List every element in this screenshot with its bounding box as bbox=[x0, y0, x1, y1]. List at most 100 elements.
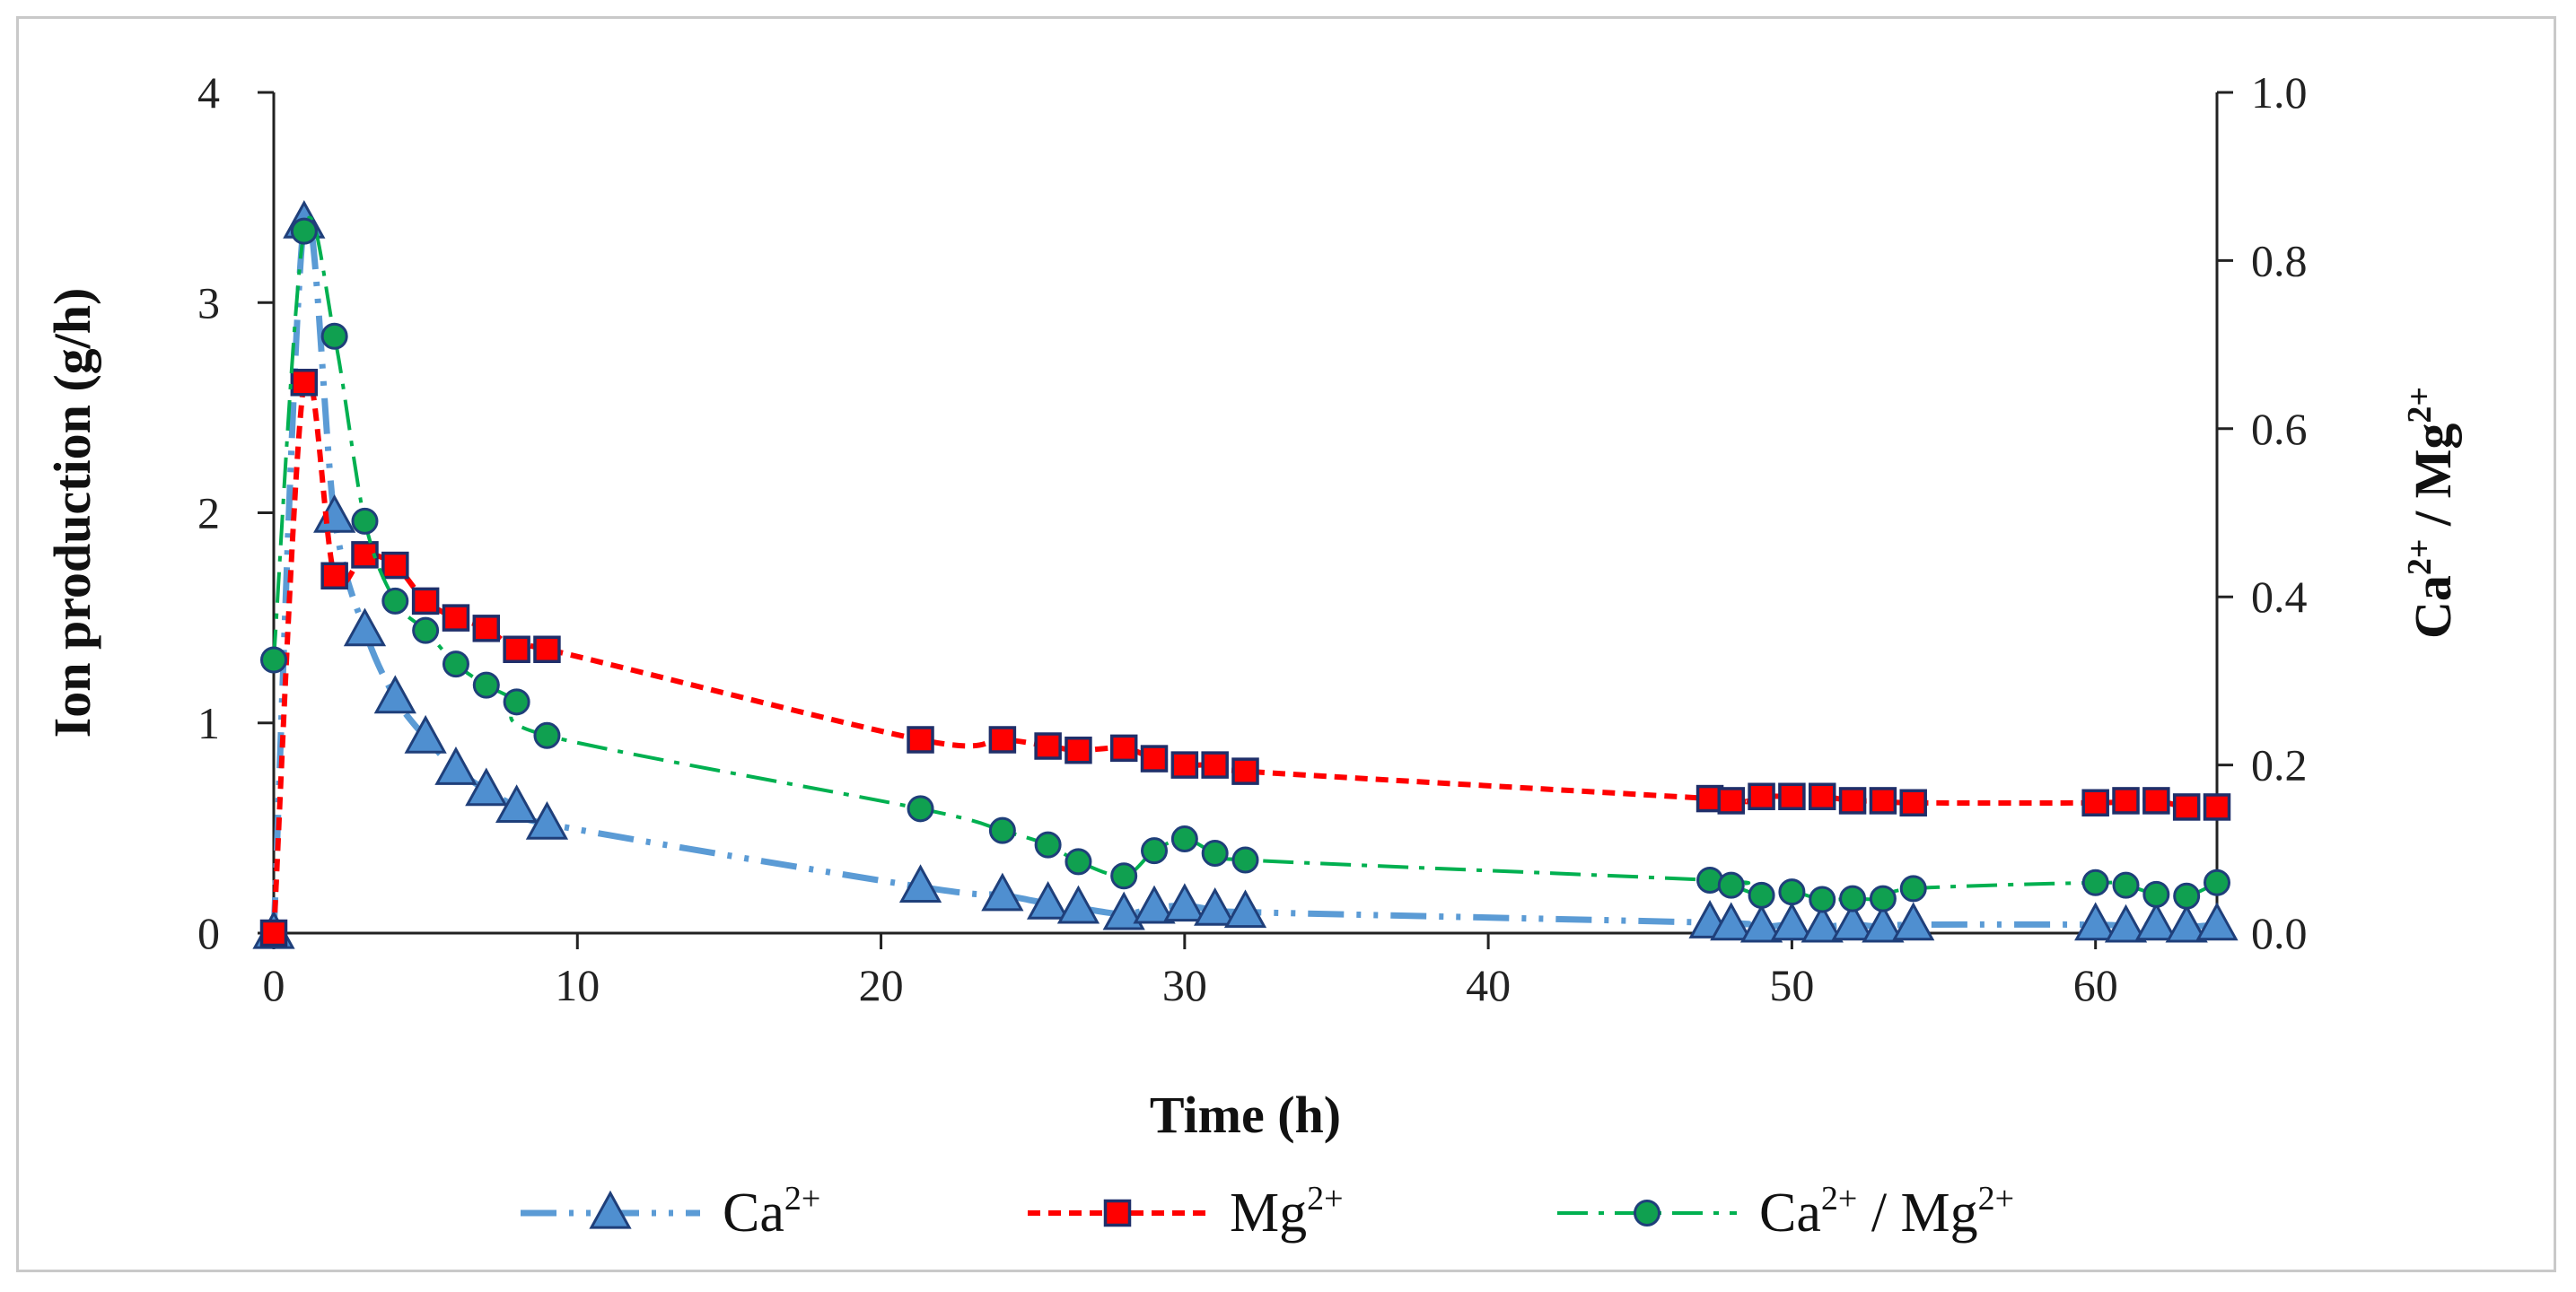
circle-point bbox=[290, 217, 318, 245]
triangle-point bbox=[1710, 902, 1753, 941]
y-tick-label: 0 bbox=[197, 908, 220, 958]
legend-item-2: Ca2+ / Mg2+ bbox=[1557, 1180, 2014, 1244]
circle-point bbox=[907, 795, 934, 823]
circle-point bbox=[1170, 825, 1198, 853]
square-point bbox=[2172, 793, 2201, 821]
circle-point bbox=[2081, 869, 2109, 896]
square-point bbox=[1748, 782, 1775, 810]
square-point bbox=[503, 635, 530, 664]
square-point bbox=[1778, 782, 1806, 810]
y2-tick-label: 1.0 bbox=[2251, 67, 2308, 118]
circle-point bbox=[1034, 831, 1062, 859]
circle-point bbox=[1778, 878, 1806, 906]
triangle-point bbox=[343, 607, 387, 647]
square-point bbox=[1808, 782, 1836, 810]
chart-frame bbox=[16, 16, 2556, 1272]
triangle-point bbox=[434, 746, 478, 785]
square-point bbox=[259, 919, 288, 947]
series-2 bbox=[260, 215, 2230, 913]
x-tick-label: 10 bbox=[555, 960, 600, 1010]
legend-label: Mg2+ bbox=[1230, 1180, 1344, 1244]
x-tick-label: 30 bbox=[1162, 960, 1207, 1010]
y2-tick-label: 0.6 bbox=[2251, 404, 2308, 454]
y-axis-title: Ion production (g/h) bbox=[43, 288, 101, 738]
circle-point bbox=[1110, 862, 1138, 890]
square-point bbox=[442, 604, 470, 632]
series-1 bbox=[259, 369, 2231, 947]
circle-point bbox=[2112, 871, 2140, 899]
circle-point bbox=[472, 671, 500, 699]
y2-axis-title: Ca2+ / Mg2+ bbox=[2401, 387, 2462, 639]
square-point bbox=[1899, 789, 1927, 817]
triangle-point bbox=[1194, 886, 1237, 926]
legend: Ca2+ Mg2+ Ca2+ / Mg2+ bbox=[521, 1180, 2014, 1244]
legend-marker bbox=[1634, 1200, 1660, 1227]
triangle-point bbox=[1739, 904, 1783, 943]
triangle-point bbox=[1056, 885, 1100, 924]
square-point bbox=[1140, 745, 1169, 773]
square-point bbox=[533, 635, 561, 664]
triangle-point bbox=[1862, 904, 1905, 943]
series-layer bbox=[252, 199, 2239, 949]
circle-point bbox=[503, 688, 530, 716]
y-tick-label: 4 bbox=[197, 67, 220, 118]
circle-point bbox=[442, 650, 469, 678]
legend-item-1: Mg2+ bbox=[1028, 1180, 1344, 1244]
square-point bbox=[472, 615, 501, 642]
circle-point bbox=[1839, 885, 1867, 912]
square-point bbox=[2203, 793, 2231, 821]
triangle-point bbox=[1133, 885, 1176, 924]
circle-point bbox=[1141, 837, 1169, 865]
square-point bbox=[1717, 787, 1745, 815]
x-tick-label: 50 bbox=[1769, 960, 1814, 1010]
x-tick-label: 20 bbox=[859, 960, 904, 1010]
square-point bbox=[290, 369, 319, 397]
circle-point bbox=[1717, 871, 1745, 899]
square-point bbox=[1170, 751, 1199, 779]
axes: 0 10 20 30 40 50 60 0 1 2 3 4 0.0 0.2 0.4 0.6 0.8 1.0 Time… bbox=[43, 67, 2462, 1144]
triangle-point bbox=[2134, 902, 2177, 941]
square-point bbox=[1231, 757, 1259, 785]
circle-point bbox=[2204, 869, 2230, 896]
square-point bbox=[2112, 787, 2140, 815]
triangle-point bbox=[2165, 904, 2208, 943]
legend-marker bbox=[1103, 1199, 1132, 1227]
legend-label: Ca2+ / Mg2+ bbox=[1759, 1180, 2014, 1244]
x-tick-label: 0 bbox=[263, 960, 285, 1010]
series-0 bbox=[252, 199, 2239, 949]
legend-item-0: Ca2+ bbox=[521, 1180, 820, 1244]
triangle-point bbox=[404, 714, 447, 754]
circle-point bbox=[533, 721, 561, 749]
y2-tick-label: 0.4 bbox=[2251, 572, 2308, 622]
square-point bbox=[1109, 734, 1138, 763]
circle-point bbox=[1748, 881, 1775, 909]
circle-point bbox=[320, 322, 348, 350]
triangle-point bbox=[1831, 902, 1874, 941]
triangle-point bbox=[1770, 902, 1814, 941]
circle-point bbox=[2142, 880, 2170, 908]
square-point bbox=[2142, 787, 2170, 815]
legend-label: Ca2+ bbox=[723, 1180, 820, 1244]
circle-point bbox=[381, 587, 409, 615]
y-tick-label: 3 bbox=[197, 277, 220, 327]
triangle-point bbox=[2195, 902, 2239, 941]
triangle-point bbox=[1163, 883, 1206, 922]
circle-point bbox=[351, 507, 379, 535]
triangle-point bbox=[495, 784, 539, 824]
square-point bbox=[381, 551, 409, 580]
circle-point bbox=[1809, 886, 1836, 913]
circle-point bbox=[2173, 882, 2201, 910]
circle-point bbox=[1899, 875, 1927, 903]
triangle-point bbox=[2074, 902, 2117, 941]
triangle-point bbox=[2104, 904, 2148, 943]
circle-point bbox=[260, 646, 287, 674]
circle-point bbox=[1065, 848, 1092, 876]
triangle-point bbox=[1892, 902, 1935, 941]
square-point bbox=[1838, 787, 1867, 815]
y2-tick-label: 0.8 bbox=[2251, 235, 2308, 285]
triangle-point bbox=[1801, 904, 1844, 943]
square-point bbox=[907, 726, 934, 754]
triangle-point bbox=[1223, 889, 1267, 929]
x-tick-label: 60 bbox=[2073, 960, 2118, 1010]
square-point bbox=[320, 562, 348, 590]
